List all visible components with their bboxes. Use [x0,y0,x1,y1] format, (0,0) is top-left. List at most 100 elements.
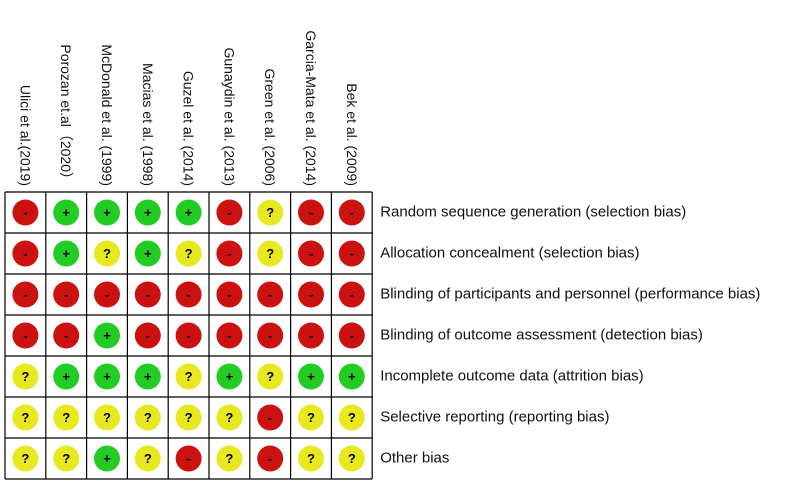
judgment-symbol: - [23,328,27,343]
judgment-symbol: - [268,451,272,466]
judgment-dot [298,240,324,267]
judgment-dot [338,445,365,472]
judgment-dot [257,199,284,226]
judgment-symbol: ? [62,451,70,466]
judgment-dot [298,363,324,390]
domain-label: Other bias [380,449,449,466]
domain-label: Incomplete outcome data (attrition bias) [380,367,643,384]
judgment-dot [257,322,284,349]
judgment-symbol: + [62,246,70,261]
judgment-symbol: ? [21,451,29,466]
judgment-symbol: - [309,246,313,261]
judgment-dot [257,363,284,390]
judgment-symbol: ? [348,410,356,425]
judgment-symbol: - [23,205,27,220]
judgment-symbol: - [227,287,231,302]
judgment-dot [216,199,243,226]
judgment-dot [94,445,120,472]
judgment-symbol: - [227,205,231,220]
judgment-dot [134,404,161,431]
domain-label: Allocation concealment (selection bias) [380,244,639,261]
judgment-symbol: ? [185,369,193,384]
judgment-dot [216,404,243,431]
judgment-symbol: ? [21,410,29,425]
judgment-symbol: + [103,205,111,220]
judgment-dot [338,363,365,390]
judgment-symbol: ? [185,410,193,425]
judgment-symbol: + [62,369,70,384]
judgment-dot [216,281,243,308]
judgment-dot [298,445,324,472]
judgment-dot [53,281,80,308]
judgment-dot [94,240,120,267]
judgment-dot [134,322,161,349]
judgment-symbol: + [307,369,315,384]
judgment-symbol: ? [266,246,274,261]
judgment-dot [94,322,120,349]
judgment-symbol: + [185,205,193,220]
judgment-symbol: + [144,246,152,261]
judgment-dot [175,281,202,308]
domain-label: Blinding of outcome assessment (detectio… [380,326,703,343]
judgment-dot [134,281,161,308]
judgment-symbol: ? [144,410,152,425]
study-label: Garcia-Mata et al. (2014) [303,30,319,186]
judgment-dot [175,199,202,226]
judgment-symbol: - [227,246,231,261]
judgment-dot [12,363,39,390]
judgment-dot [12,240,39,267]
judgment-dot [53,363,80,390]
judgment-dot [175,445,202,472]
judgment-dot [338,281,365,308]
study-label: Gunaydin et al. (2013) [221,47,237,186]
judgment-dot [216,240,243,267]
judgment-symbol: - [105,287,109,302]
judgment-dot [298,281,324,308]
study-label: Guzel et al. (2014) [181,71,197,186]
judgment-symbol: - [268,410,272,425]
judgment-symbol: ? [62,410,70,425]
judgment-dot [94,281,120,308]
judgment-symbol: - [64,328,68,343]
judgment-symbol: + [103,369,111,384]
judgment-symbol: - [350,205,354,220]
judgment-symbol: - [309,205,313,220]
judgment-symbol: - [268,287,272,302]
judgment-symbol: ? [225,451,233,466]
judgment-symbol: + [144,205,152,220]
judgment-symbol: + [226,369,234,384]
judgment-symbol: + [348,369,356,384]
judgment-dot [12,199,39,226]
judgment-symbol: - [350,328,354,343]
judgment-symbol: - [309,287,313,302]
judgment-dot [94,404,120,431]
judgment-dot [12,322,39,349]
judgment-dot [12,281,39,308]
judgment-symbol: ? [266,205,274,220]
judgment-dot [338,322,365,349]
judgment-symbol: - [23,287,27,302]
judgment-symbol: - [64,287,68,302]
judgment-symbol: - [186,328,190,343]
judgment-symbol: ? [348,451,356,466]
study-label: Bek et al. (2009) [344,83,360,186]
judgment-dot [175,240,202,267]
judgment-symbol: - [146,287,150,302]
judgment-dot [94,363,120,390]
study-label: Porozan et.al（2020） [58,44,74,186]
judgment-dot [175,322,202,349]
domain-label: Selective reporting (reporting bias) [380,408,609,425]
judgment-dot [53,240,80,267]
judgment-dot [53,199,80,226]
judgment-dot [12,404,39,431]
judgment-dot [257,281,284,308]
judgment-dot [94,199,120,226]
judgment-dot [338,240,365,267]
judgment-dot [257,240,284,267]
judgment-symbol: - [186,451,190,466]
judgment-symbol: - [268,328,272,343]
judgment-dot [134,445,161,472]
judgment-symbol: ? [103,410,111,425]
judgment-dot [175,363,202,390]
